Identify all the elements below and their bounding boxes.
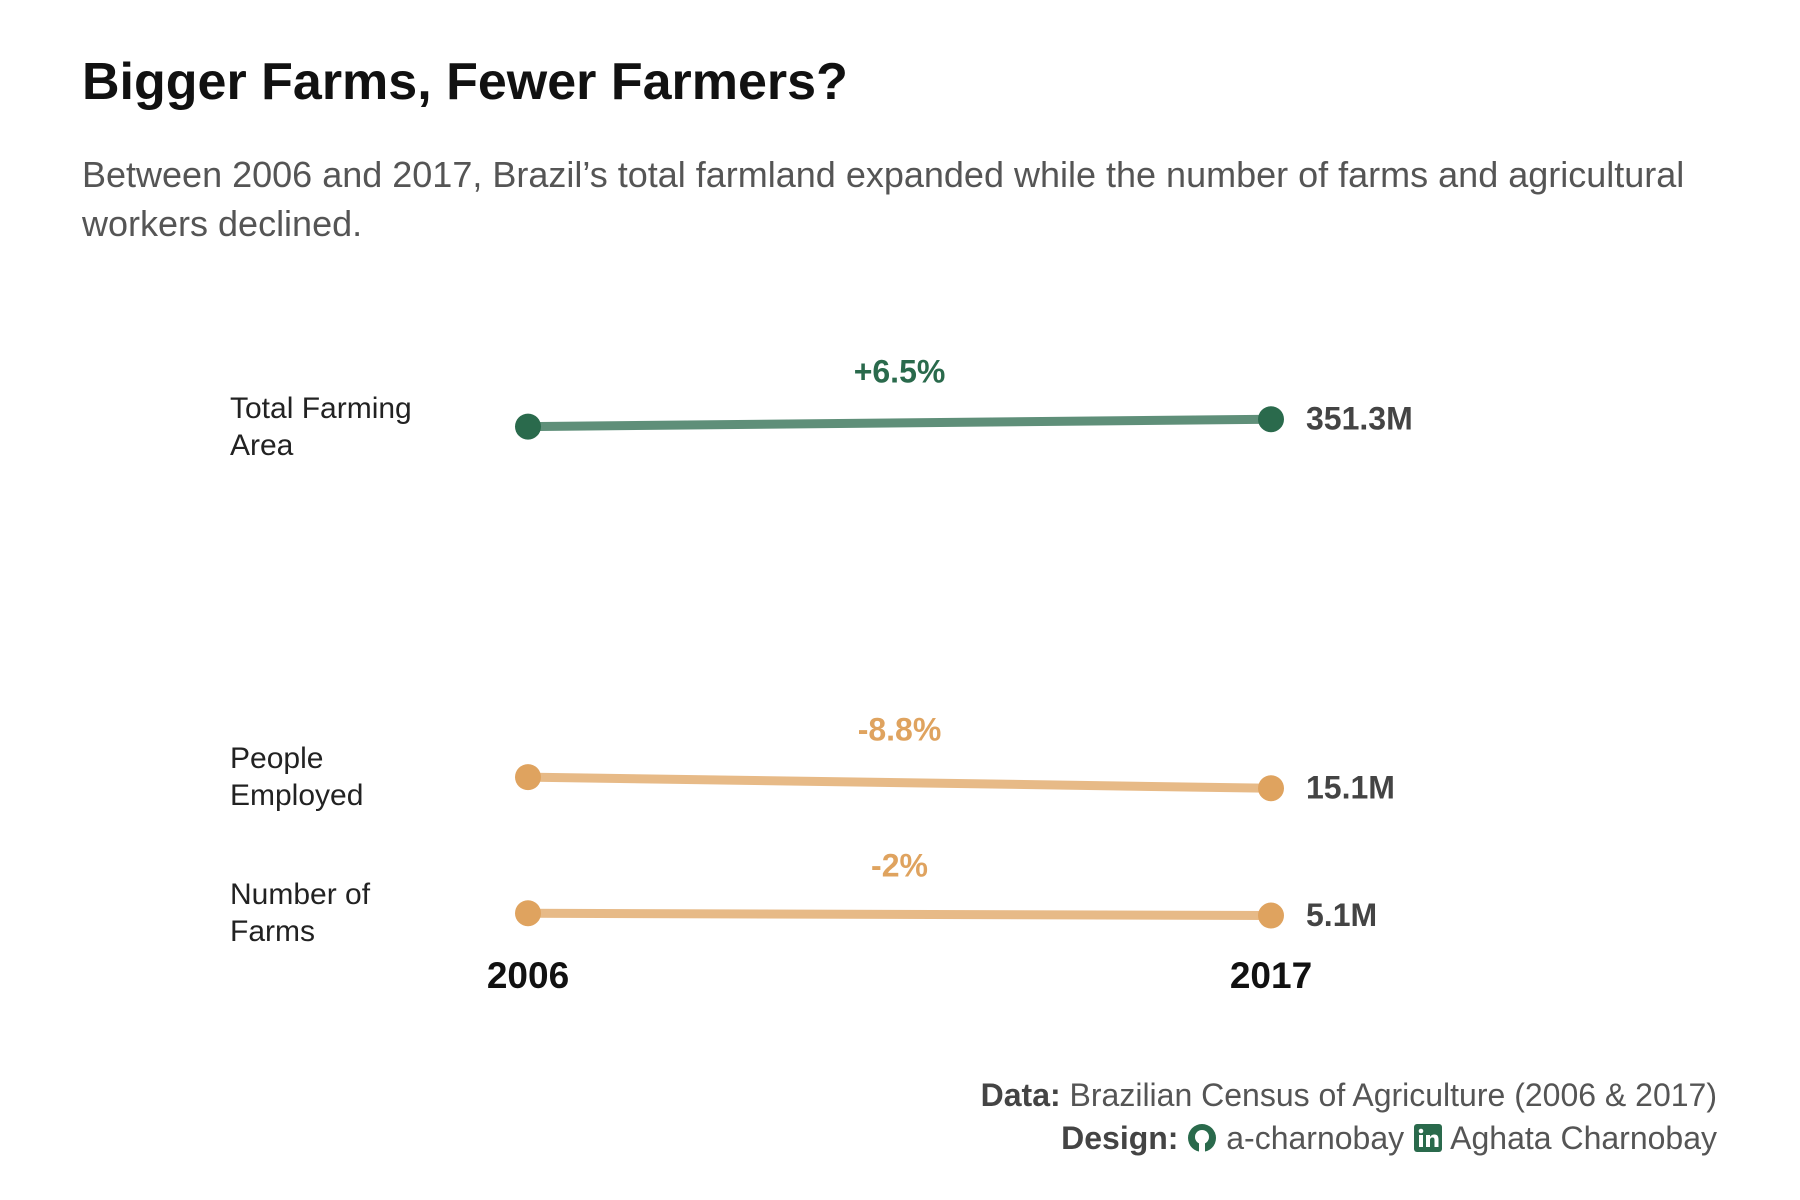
footer-data: Data: Brazilian Census of Agriculture (2… bbox=[981, 1074, 1717, 1117]
chart-title: Bigger Farms, Fewer Farmers? bbox=[82, 53, 848, 111]
series-label: People Employed bbox=[230, 742, 364, 813]
series-label: Total Farming Area bbox=[230, 391, 412, 462]
linkedin-icon bbox=[1414, 1124, 1443, 1152]
point bbox=[515, 900, 541, 927]
point bbox=[515, 764, 541, 791]
point bbox=[1258, 902, 1284, 929]
chart-subtitle: Between 2006 and 2017, Brazil’s total fa… bbox=[82, 154, 1685, 244]
value-label: 15.1M bbox=[1306, 770, 1395, 806]
point bbox=[1258, 775, 1284, 802]
github-handle: a-charnobay bbox=[1226, 1120, 1405, 1156]
change-label: -2% bbox=[871, 848, 928, 884]
footer-text: Brazilian Census of Agriculture (2006 & … bbox=[1069, 1077, 1717, 1113]
github-icon bbox=[1188, 1124, 1217, 1152]
slope-line bbox=[523, 772, 1276, 793]
series-label: Number of Farms bbox=[230, 878, 371, 949]
footer: Data: Brazilian Census of Agriculture (2… bbox=[981, 1074, 1717, 1160]
footer-label: Design: bbox=[1061, 1120, 1179, 1156]
slope-line bbox=[523, 908, 1276, 921]
change-label: +6.5% bbox=[854, 354, 946, 390]
point bbox=[1258, 406, 1284, 433]
value-label: 351.3M bbox=[1306, 401, 1413, 437]
x-tick-label: 2006 bbox=[487, 955, 569, 996]
slope-line bbox=[523, 414, 1276, 432]
point bbox=[515, 413, 541, 440]
linkedin-name: Aghata Charnobay bbox=[1450, 1120, 1717, 1156]
value-label: 5.1M bbox=[1306, 897, 1377, 933]
change-label: -8.8% bbox=[858, 712, 942, 748]
footer-label: Data: bbox=[980, 1077, 1061, 1113]
x-tick-label: 2017 bbox=[1230, 955, 1312, 996]
footer-design: Design: a-charnobay Aghata Charnobay bbox=[981, 1117, 1717, 1160]
